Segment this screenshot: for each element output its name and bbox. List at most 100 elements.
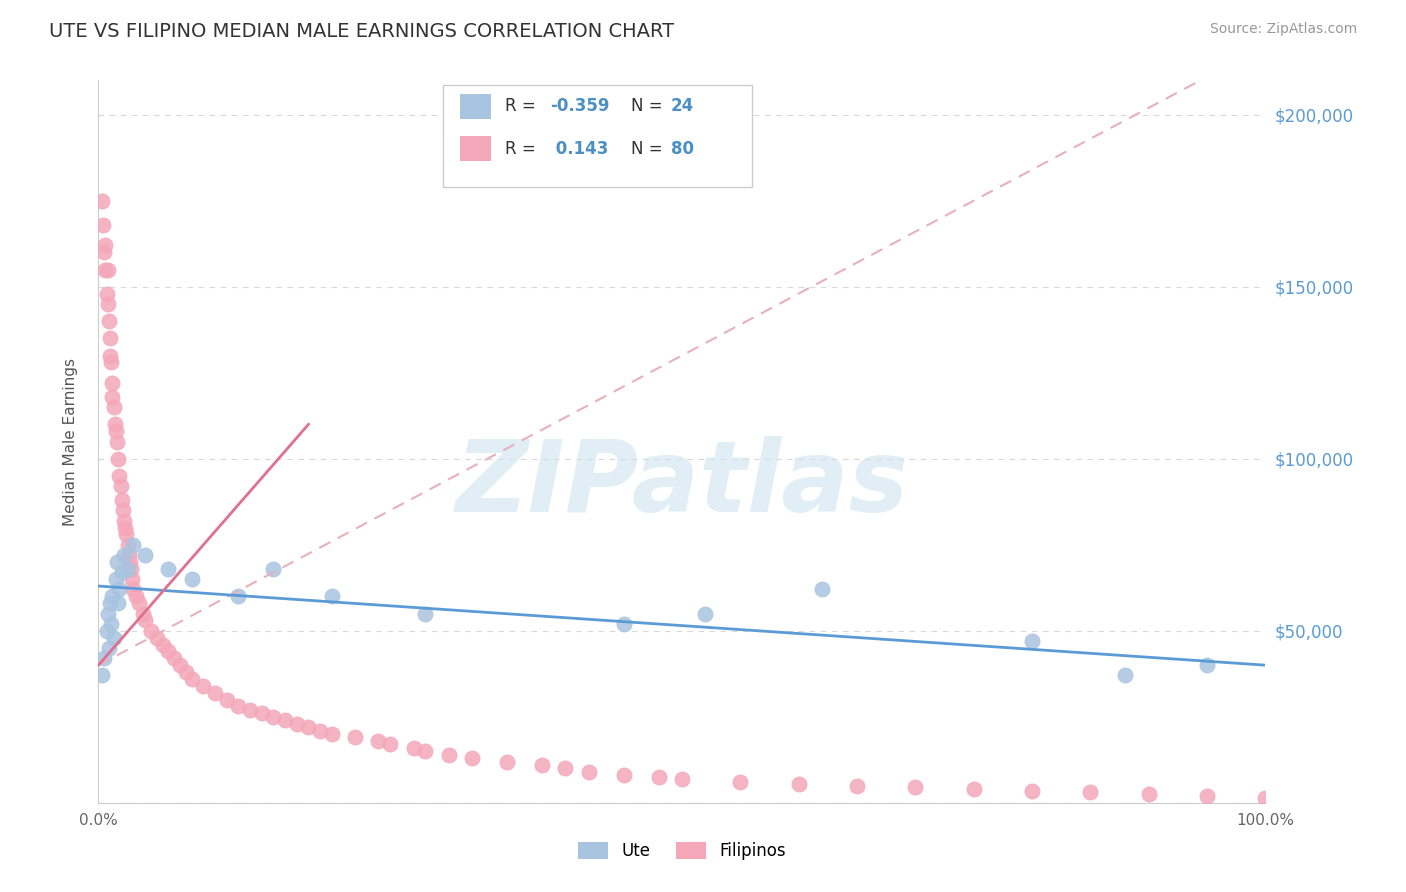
Point [204, 686, 226, 700]
Point [104, 424, 127, 438]
Point [730, 775, 752, 789]
Text: N =: N = [631, 140, 668, 158]
Point [103, 400, 125, 414]
Point [118, 548, 141, 562]
Point [97, 640, 120, 655]
Point [122, 538, 145, 552]
Point [111, 493, 134, 508]
Point [461, 751, 484, 765]
Point [122, 582, 145, 597]
Text: 24: 24 [671, 97, 695, 115]
Point [250, 706, 273, 721]
Point [1195, 658, 1218, 673]
Point [112, 514, 135, 528]
Point [169, 658, 191, 673]
Text: Source: ZipAtlas.com: Source: ZipAtlas.com [1209, 22, 1357, 37]
Text: R =: R = [505, 97, 541, 115]
Point [647, 770, 669, 784]
Point [285, 716, 308, 731]
Point [90, 194, 112, 208]
Point [274, 713, 297, 727]
Point [695, 607, 717, 621]
Point [118, 555, 141, 569]
Point [367, 734, 389, 748]
Point [98, 331, 121, 345]
Point [962, 782, 984, 797]
Point [309, 723, 332, 738]
Text: ZIPatlas: ZIPatlas [456, 436, 908, 533]
Point [105, 555, 128, 569]
Point [321, 590, 343, 604]
Point [125, 590, 148, 604]
Point [787, 777, 810, 791]
Point [96, 624, 118, 638]
Point [671, 772, 693, 786]
Point [120, 562, 142, 576]
Point [98, 349, 121, 363]
Point [262, 562, 284, 576]
Point [157, 562, 180, 576]
Point [128, 596, 150, 610]
Text: -0.359: -0.359 [550, 97, 609, 115]
Point [134, 614, 156, 628]
Text: N =: N = [631, 97, 668, 115]
Point [97, 297, 120, 311]
Point [578, 764, 600, 779]
Point [105, 434, 128, 449]
Y-axis label: Median Male Earnings: Median Male Earnings [63, 358, 77, 525]
Point [174, 665, 197, 679]
Point [402, 740, 425, 755]
Point [215, 692, 238, 706]
Point [811, 582, 834, 597]
Point [104, 572, 127, 586]
Point [496, 755, 519, 769]
Point [110, 479, 132, 493]
Point [846, 779, 869, 793]
Point [1114, 668, 1136, 682]
Point [413, 607, 436, 621]
Point [157, 644, 180, 658]
Point [117, 538, 139, 552]
Point [100, 355, 122, 369]
Point [180, 572, 202, 586]
Point [94, 238, 117, 252]
Point [228, 590, 250, 604]
Point [97, 607, 120, 621]
Point [321, 727, 343, 741]
Point [96, 286, 118, 301]
Point [163, 651, 186, 665]
Point [139, 624, 162, 638]
Point [107, 596, 129, 610]
Point [344, 731, 367, 745]
Point [101, 590, 124, 604]
Text: UTE VS FILIPINO MEDIAN MALE EARNINGS CORRELATION CHART: UTE VS FILIPINO MEDIAN MALE EARNINGS COR… [49, 22, 675, 41]
Point [1254, 790, 1277, 805]
Point [100, 616, 122, 631]
Point [262, 710, 284, 724]
Point [114, 520, 136, 534]
Point [180, 672, 202, 686]
Point [152, 638, 174, 652]
Point [104, 417, 127, 432]
Point [228, 699, 250, 714]
Point [112, 548, 135, 562]
Point [93, 651, 115, 665]
Point [437, 747, 460, 762]
Point [98, 596, 121, 610]
Point [1021, 784, 1043, 798]
Point [115, 527, 138, 541]
Point [134, 548, 156, 562]
Point [93, 245, 115, 260]
Point [1137, 787, 1160, 801]
Point [132, 607, 155, 621]
Point [904, 780, 927, 795]
Point [121, 572, 143, 586]
Point [1195, 789, 1218, 803]
Legend: Ute, Filipinos: Ute, Filipinos [572, 835, 792, 867]
Point [1021, 634, 1043, 648]
Point [91, 218, 114, 232]
Point [107, 451, 129, 466]
Point [530, 758, 553, 772]
Point [380, 737, 402, 751]
Point [613, 616, 636, 631]
